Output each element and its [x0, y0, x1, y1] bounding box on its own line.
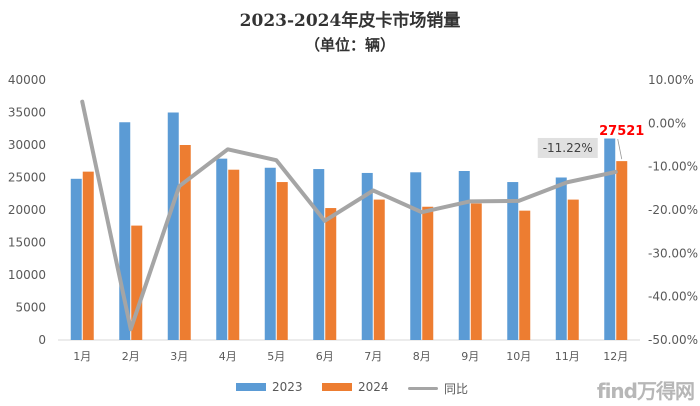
bar-2024: [422, 206, 434, 340]
yoy-point: [323, 219, 327, 223]
x-tick-label: 12月: [603, 350, 628, 363]
bar-2023: [458, 171, 470, 340]
bar-2023: [555, 177, 567, 340]
yoy-point: [614, 170, 618, 174]
chart-legend: 2023 2024 同比: [0, 380, 700, 400]
legend-item-2024: 2024: [322, 380, 389, 394]
legend-swatch-yoy: [408, 387, 438, 390]
yoy-line: [80, 99, 618, 332]
yoy-point: [371, 189, 375, 192]
bar-2024: [519, 210, 531, 340]
legend-swatch-2023: [236, 383, 266, 391]
bar-2023: [361, 172, 373, 340]
bar-2023: [70, 178, 82, 340]
last-value-leader: [617, 139, 623, 160]
legend-item-2023: 2023: [236, 380, 303, 394]
yoy-point: [226, 147, 230, 151]
bar-2024: [616, 161, 628, 340]
x-tick-label: 5月: [267, 350, 285, 363]
x-tick-label: 2月: [122, 350, 140, 363]
chart-subtitle: （单位：辆）: [304, 36, 395, 54]
watermark-logo: find万得网: [596, 379, 695, 403]
yoy-point: [177, 184, 181, 188]
legend-swatch-2024: [322, 383, 352, 391]
yoy-point: [517, 199, 521, 203]
bar-2023: [410, 172, 422, 340]
yoy-point: [468, 199, 472, 203]
y-left-tick-label: 10000: [8, 268, 46, 282]
y-left-tick-label: 25000: [8, 171, 46, 185]
x-tick-label: 1月: [73, 350, 91, 363]
legend-item-yoy: 同比: [408, 380, 468, 397]
y-left-tick-label: 5000: [15, 301, 46, 315]
yoy-point: [80, 100, 84, 104]
x-tick-label: 9月: [461, 350, 479, 363]
chart-title: 2023-2024年皮卡市场销量: [239, 11, 461, 31]
y-left-tick-label: 35000: [8, 106, 46, 120]
bar-2023: [264, 167, 276, 340]
x-tick-label: 4月: [219, 350, 237, 363]
x-tick-label: 6月: [316, 350, 334, 363]
bar-2024: [325, 208, 337, 340]
chart-plot: 0 5000 10000 15000 20000 25000 30000 35000 40000…: [8, 73, 698, 363]
y-right-tick-label: -40.00%: [648, 290, 698, 304]
y-left-tick-label: 20000: [8, 203, 46, 217]
bar-2023: [604, 138, 616, 340]
yoy-callout-label: -11.22%: [543, 141, 593, 155]
bar-2023: [216, 158, 228, 340]
bar-2023: [119, 122, 131, 340]
bar-2024: [228, 169, 240, 340]
x-tick-label: 7月: [364, 350, 382, 363]
bar-2024: [567, 199, 579, 340]
y-right-tick-label: 10.00%: [648, 73, 694, 87]
y-right-tick-label: -10.00%: [648, 160, 698, 174]
y-right-tick-label: 0.00%: [648, 116, 686, 130]
y-right-tick-label: -30.00%: [648, 246, 698, 260]
bar-2024: [131, 225, 143, 340]
x-tick-label: 3月: [170, 350, 188, 363]
bar-2023: [313, 169, 325, 340]
x-tick-label: 8月: [413, 350, 431, 363]
y-right-tick-label: -20.00%: [648, 203, 698, 217]
bar-2024: [82, 171, 94, 340]
x-tick-label: 11月: [555, 350, 580, 363]
x-tick-label: 10月: [506, 350, 531, 363]
y-right-tick-label: -50.00%: [648, 333, 698, 347]
legend-label-yoy: 同比: [444, 382, 469, 396]
y-left-tick-label: 15000: [8, 236, 46, 250]
bar-2023: [507, 182, 519, 340]
yoy-point: [565, 180, 569, 184]
legend-label-2023: 2023: [272, 380, 303, 394]
legend-label-2024: 2024: [358, 380, 389, 394]
yoy-point: [129, 327, 133, 331]
yoy-callout-box: [537, 137, 598, 158]
bar-2024: [373, 199, 385, 340]
last-value-label: 27521: [599, 124, 644, 139]
bar-2024: [470, 203, 482, 340]
y-left-tick-label: 30000: [8, 138, 46, 152]
bar-2024: [276, 182, 288, 340]
yoy-point: [274, 158, 278, 162]
yoy-point: [420, 210, 424, 214]
y-left-tick-label: 0: [38, 333, 46, 347]
bar-2023: [167, 112, 179, 340]
y-left-tick-label: 40000: [8, 73, 46, 87]
bar-2024: [179, 145, 191, 340]
